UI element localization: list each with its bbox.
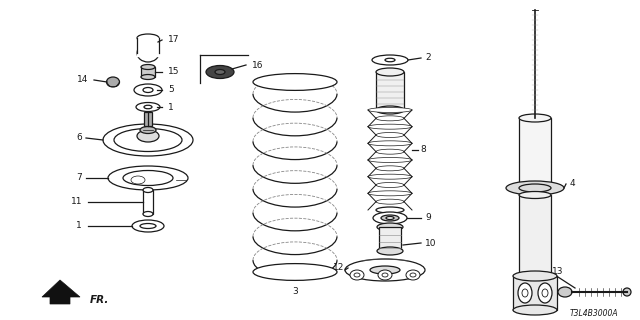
Ellipse shape [406, 270, 420, 280]
Ellipse shape [376, 149, 404, 154]
Ellipse shape [376, 116, 404, 121]
Bar [519, 118, 551, 188]
Ellipse shape [143, 87, 153, 92]
Ellipse shape [368, 124, 412, 129]
Ellipse shape [519, 191, 551, 198]
Ellipse shape [123, 171, 173, 186]
Ellipse shape [144, 105, 152, 109]
Bar [141, 67, 155, 77]
Ellipse shape [350, 270, 364, 280]
Text: 14: 14 [77, 76, 88, 84]
Ellipse shape [368, 141, 412, 146]
Ellipse shape [376, 166, 404, 171]
Ellipse shape [141, 65, 155, 69]
Bar [144, 112, 152, 126]
Text: 9: 9 [425, 213, 431, 222]
Ellipse shape [368, 174, 412, 179]
Ellipse shape [137, 34, 159, 42]
Ellipse shape [372, 55, 408, 65]
Text: 7: 7 [76, 173, 82, 182]
Ellipse shape [114, 129, 182, 151]
Text: T3L4B3000A: T3L4B3000A [570, 308, 618, 317]
Bar [143, 190, 153, 214]
Ellipse shape [143, 188, 153, 193]
Ellipse shape [354, 273, 360, 277]
Bar [519, 195, 551, 276]
Ellipse shape [382, 273, 388, 277]
Ellipse shape [506, 181, 564, 195]
Ellipse shape [518, 283, 532, 303]
Ellipse shape [376, 68, 404, 76]
Text: 8: 8 [420, 146, 426, 155]
Ellipse shape [131, 176, 145, 184]
Text: FR.: FR. [90, 295, 109, 305]
Ellipse shape [345, 259, 425, 281]
Ellipse shape [376, 182, 404, 188]
Ellipse shape [377, 247, 403, 255]
Text: 5: 5 [168, 85, 173, 94]
Ellipse shape [370, 266, 400, 274]
Ellipse shape [386, 217, 394, 220]
Bar [513, 276, 557, 310]
Ellipse shape [385, 58, 395, 62]
Ellipse shape [136, 102, 160, 111]
Text: 1: 1 [168, 102, 173, 111]
Text: 3: 3 [292, 287, 298, 297]
Text: 2: 2 [425, 53, 431, 62]
Ellipse shape [376, 106, 404, 114]
Ellipse shape [253, 74, 337, 90]
Text: 13: 13 [552, 268, 564, 276]
Ellipse shape [368, 191, 412, 196]
Bar [379, 227, 401, 251]
Ellipse shape [108, 166, 188, 190]
Text: 12: 12 [333, 263, 344, 273]
Ellipse shape [103, 124, 193, 156]
Ellipse shape [376, 199, 404, 204]
Ellipse shape [134, 84, 162, 96]
Ellipse shape [206, 66, 234, 78]
Ellipse shape [377, 223, 403, 231]
Text: 4: 4 [570, 180, 575, 188]
Ellipse shape [137, 44, 159, 62]
Ellipse shape [215, 69, 225, 75]
Ellipse shape [141, 75, 155, 79]
Ellipse shape [542, 289, 548, 297]
Ellipse shape [368, 157, 412, 163]
Text: 1: 1 [76, 221, 82, 230]
Ellipse shape [381, 215, 399, 221]
Ellipse shape [376, 207, 404, 213]
Ellipse shape [513, 305, 557, 315]
Ellipse shape [368, 108, 412, 113]
Ellipse shape [143, 212, 153, 217]
Ellipse shape [558, 287, 572, 297]
Ellipse shape [378, 270, 392, 280]
Ellipse shape [410, 273, 416, 277]
Polygon shape [42, 280, 80, 304]
Ellipse shape [253, 264, 337, 280]
Text: 15: 15 [168, 68, 179, 76]
Ellipse shape [106, 77, 120, 87]
Ellipse shape [522, 289, 528, 297]
Ellipse shape [376, 132, 404, 138]
Ellipse shape [538, 283, 552, 303]
Text: 10: 10 [425, 238, 436, 247]
Text: 11: 11 [70, 197, 82, 206]
Text: 16: 16 [252, 60, 264, 69]
Text: 6: 6 [76, 133, 82, 142]
Ellipse shape [137, 130, 159, 142]
Bar [376, 72, 404, 110]
Ellipse shape [132, 220, 164, 232]
Ellipse shape [140, 126, 156, 133]
Ellipse shape [519, 114, 551, 122]
Ellipse shape [513, 271, 557, 281]
Ellipse shape [519, 184, 551, 192]
Ellipse shape [623, 288, 631, 296]
Text: 17: 17 [168, 36, 179, 44]
Ellipse shape [373, 212, 407, 224]
Ellipse shape [140, 223, 156, 228]
